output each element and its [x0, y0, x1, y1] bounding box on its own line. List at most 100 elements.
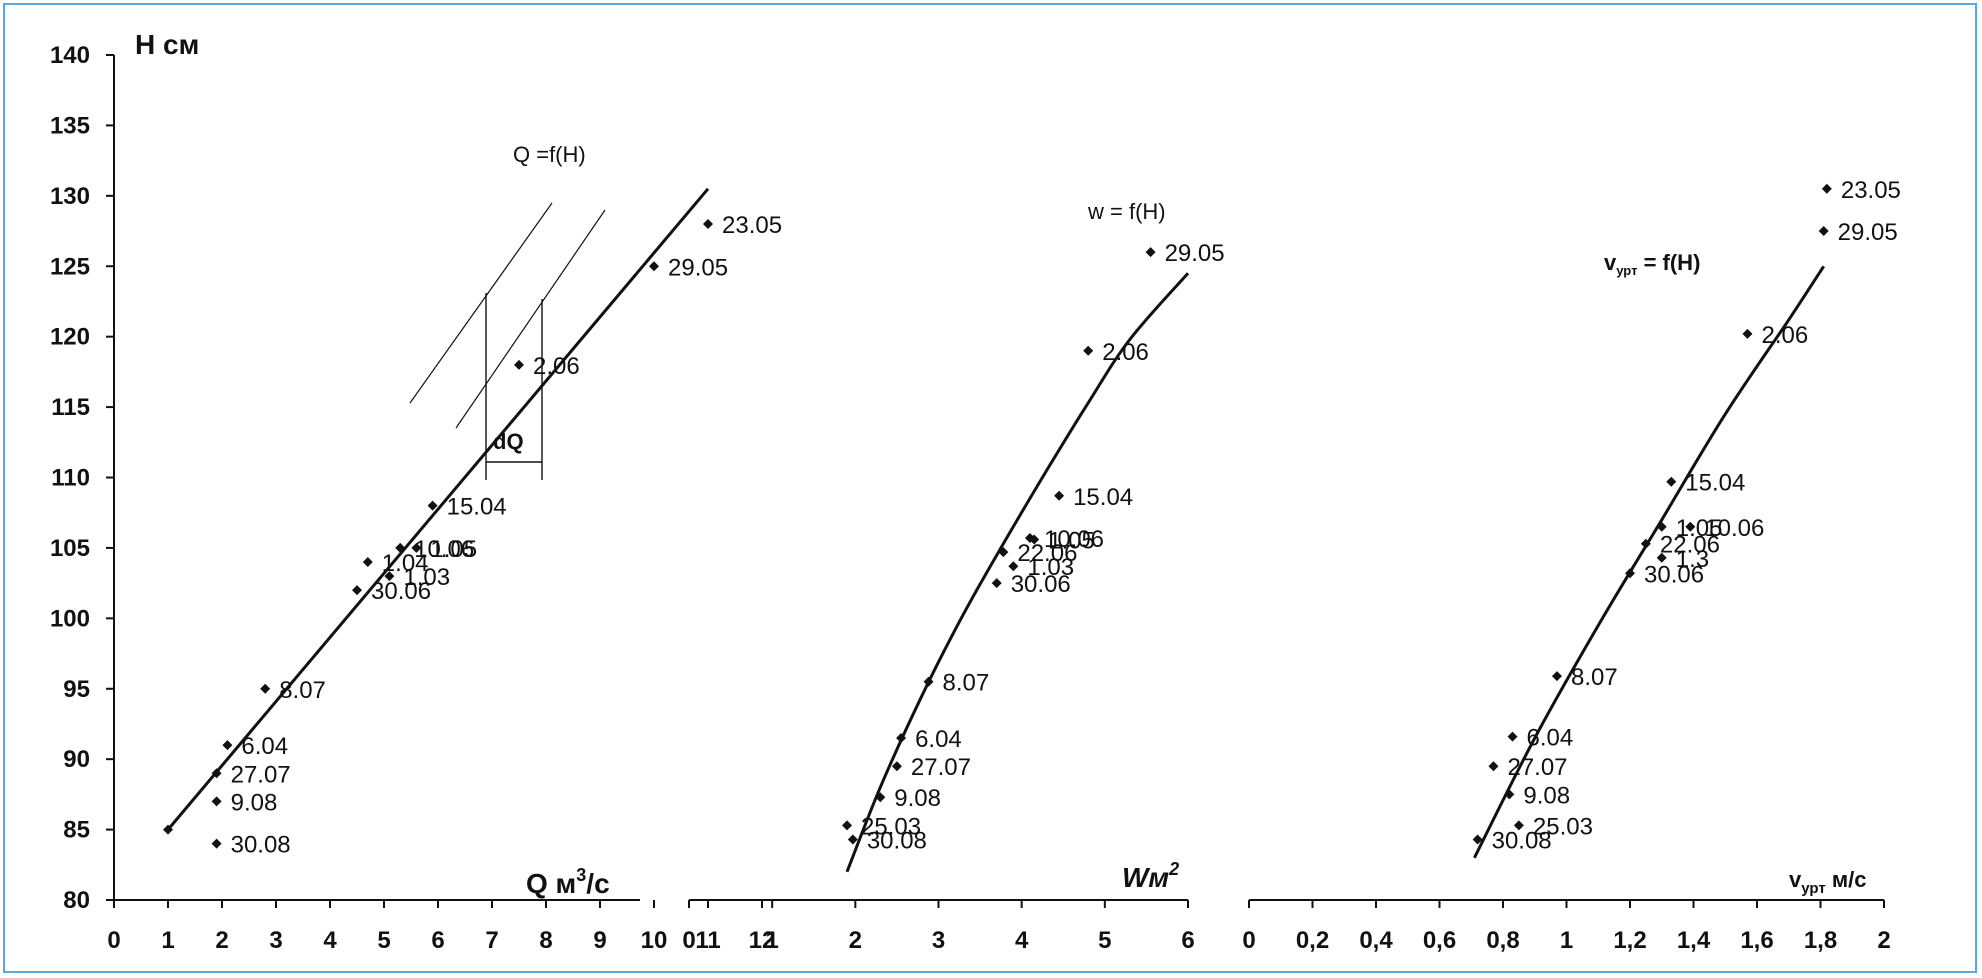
data-point — [1640, 538, 1651, 549]
x-axis-title-3: vурт м/с — [1789, 867, 1866, 897]
x-tick-label: 10 — [641, 927, 668, 954]
y-tick-label: 80 — [63, 887, 90, 914]
data-point-label: 30.06 — [1644, 561, 1704, 588]
data-point-label: 10.06 — [1704, 515, 1764, 542]
data-point-label: 6.04 — [915, 726, 962, 753]
y-axis-title: H см — [135, 29, 199, 60]
data-point-label: 9.08 — [231, 789, 278, 816]
data-point — [411, 542, 422, 553]
data-point — [1666, 476, 1677, 487]
data-point — [427, 500, 438, 511]
data-point-label: 30.06 — [371, 578, 431, 605]
y-tick-label: 115 — [51, 394, 90, 421]
data-point — [1656, 552, 1667, 563]
y-tick-label: 105 — [50, 535, 90, 562]
x-tick-label: 0 — [107, 927, 120, 954]
data-point — [649, 261, 659, 272]
data-point — [1145, 247, 1156, 258]
data-point-label: 10.06 — [414, 536, 474, 563]
data-point-label: 30.06 — [1011, 571, 1071, 598]
curve-label-q: Q =f(H) — [513, 142, 586, 167]
data-point — [1685, 521, 1696, 532]
data-point-label: 29.05 — [1165, 240, 1225, 267]
data-point — [1742, 328, 1753, 339]
x-tick-label: 1 — [161, 927, 174, 954]
x-tick-label: 1,8 — [1804, 927, 1837, 954]
data-point-label: 8.07 — [943, 670, 990, 697]
tangent-line-lower — [455, 209, 606, 429]
y-tick-label: 110 — [51, 465, 90, 492]
data-point-label: 1.05 — [430, 536, 477, 563]
x-tick-label: 2 — [1877, 927, 1890, 954]
data-point-label: 29.05 — [1838, 219, 1898, 246]
data-point — [1029, 534, 1040, 545]
data-point — [384, 571, 395, 582]
data-point-label: 25.03 — [861, 813, 921, 840]
y-tick-label: 90 — [63, 746, 90, 773]
data-point-label: 29.05 — [668, 254, 728, 281]
fit-curve-v — [1473, 265, 1825, 859]
data-point — [352, 585, 362, 596]
x-tick-label: 1 — [1560, 927, 1573, 954]
data-point-label: 30.08 — [867, 827, 927, 854]
data-point — [163, 824, 173, 835]
data-point — [998, 547, 1009, 558]
data-point-label: 10.06 — [1044, 526, 1104, 553]
data-point-label: 2.06 — [1102, 339, 1149, 366]
data-point-label: 2.06 — [533, 353, 580, 380]
data-point — [1488, 761, 1499, 772]
x-tick-label: 5 — [1098, 927, 1111, 954]
data-point-label: 9.08 — [1523, 782, 1570, 809]
data-point-label: 8.07 — [279, 677, 326, 704]
data-point — [1625, 568, 1635, 579]
data-point-label: 22.06 — [1017, 540, 1077, 567]
data-point-label: 27.07 — [911, 754, 971, 781]
x-tick-label: 1 — [765, 927, 778, 954]
data-point-label: 2.06 — [1761, 322, 1808, 349]
data-point-label: 22.06 — [1660, 532, 1720, 559]
data-point — [891, 761, 902, 772]
data-point-label: 27.07 — [231, 761, 291, 788]
chart-frame — [3, 3, 1977, 973]
x-tick-label: 6 — [1181, 927, 1194, 954]
x-tick-label: 0,8 — [1486, 927, 1519, 954]
x-tick-label: 7 — [485, 927, 498, 954]
data-point-label: 23.05 — [1841, 177, 1901, 204]
data-point-label: 1.05 — [1048, 527, 1095, 554]
x-tick-label: 0,4 — [1359, 927, 1393, 954]
y-tick-label: 125 — [50, 253, 90, 280]
data-point-label: 1.3 — [1676, 546, 1709, 573]
data-point — [1507, 731, 1518, 742]
data-point — [211, 796, 222, 807]
data-point — [1504, 789, 1515, 800]
x-tick-label: 6 — [431, 927, 444, 954]
x-tick-label: 0,2 — [1296, 927, 1329, 954]
data-point — [211, 838, 222, 849]
x-tick-label: 3 — [269, 927, 282, 954]
data-point-label: 1.03 — [1027, 554, 1074, 581]
y-tick-label: 95 — [63, 676, 90, 703]
x-tick-label: 5 — [377, 927, 390, 954]
data-point — [896, 733, 907, 744]
y-tick-label: 140 — [50, 42, 90, 69]
curve-label-v: vурт = f(H) — [1604, 250, 1700, 278]
x-tick-label: 2 — [215, 927, 228, 954]
data-point — [991, 578, 1002, 589]
curve-label-w: w = f(H) — [1087, 199, 1166, 224]
fit-curve-w — [845, 272, 1190, 873]
y-tick-label: 135 — [50, 112, 90, 139]
data-point — [260, 683, 271, 694]
y-tick-label: 120 — [50, 324, 90, 351]
x-tick-label: 4 — [1015, 927, 1029, 954]
data-point — [1513, 820, 1524, 831]
x-tick-label: 0 — [682, 927, 695, 954]
data-point — [1008, 561, 1019, 572]
data-point-label: 1.03 — [403, 564, 450, 591]
x-tick-label: 4 — [323, 927, 337, 954]
x-tick-label: 1,4 — [1677, 927, 1711, 954]
data-point — [923, 676, 934, 687]
data-point — [211, 768, 222, 779]
data-point — [1818, 226, 1829, 237]
fit-line-q — [166, 187, 710, 831]
data-point-label: 30.08 — [1492, 827, 1552, 854]
